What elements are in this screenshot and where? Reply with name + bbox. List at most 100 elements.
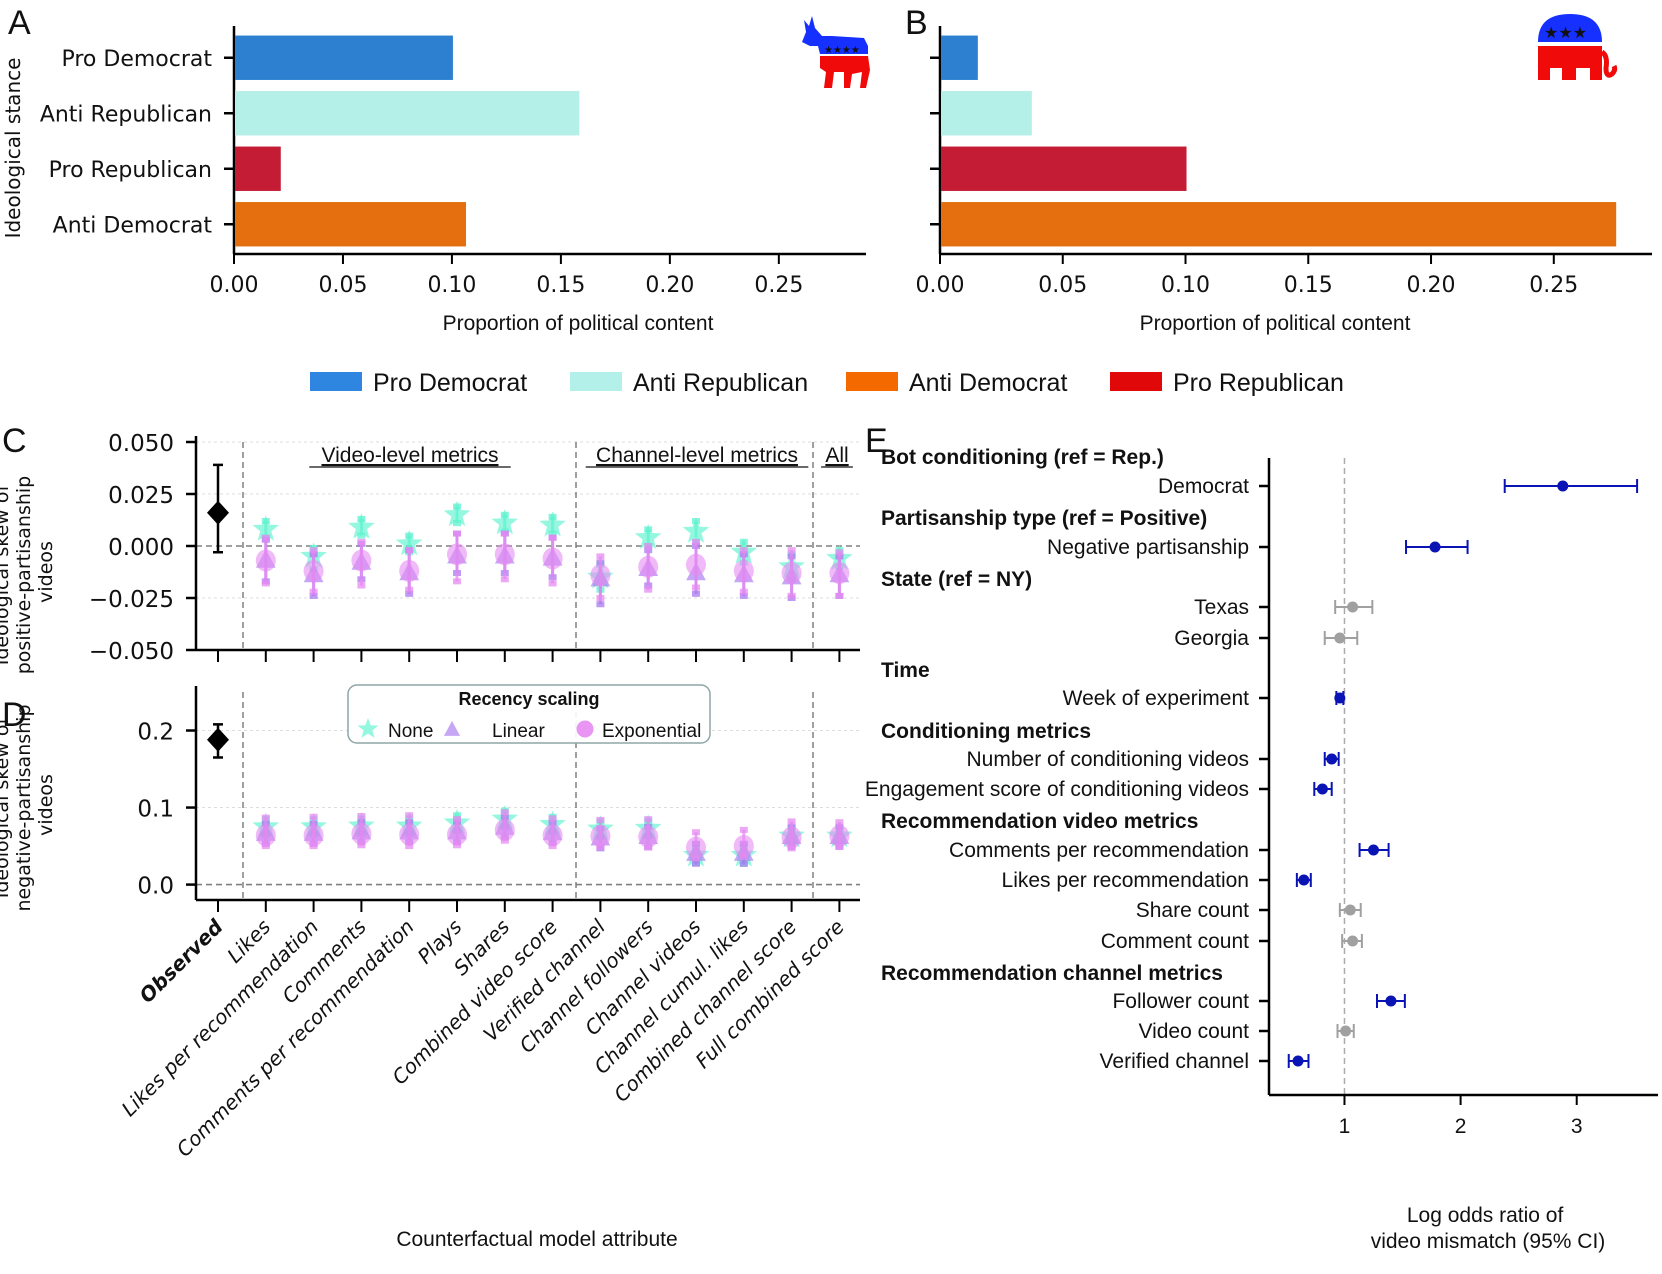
point-exponential: [781, 826, 802, 849]
point-exponential: [781, 562, 802, 585]
errorbar-cap: [357, 532, 366, 539]
bar-anti-republican: [941, 91, 1032, 136]
errorbar-cap: [692, 538, 700, 545]
point-exponential: [447, 823, 467, 846]
panel-a-xlabel: Proportion of political content: [443, 312, 714, 335]
x-tick-label: 0.00: [916, 273, 965, 298]
bar-anti-democrat: [941, 202, 1617, 247]
errorbar-cap: [644, 816, 653, 823]
legend-label-pro-democrat: Pro Democrat: [373, 369, 527, 397]
panel-letter-d: D: [2, 696, 27, 734]
row-label-verified-channel: Verified channel: [1100, 1050, 1249, 1073]
errorbar-cap: [644, 543, 653, 549]
panel-d-ylabel: Ideological skew of negative-partisanshi…: [0, 698, 57, 911]
panel-c-ylabel-line3: videos: [35, 541, 57, 603]
point-exponential: [829, 825, 850, 848]
panel-a-ylabel: Ideological stance: [1, 58, 25, 239]
errorbar-cap: [548, 815, 557, 822]
errorbar-cap: [596, 601, 605, 608]
errorbar-cap: [309, 813, 318, 820]
group-header-recommendation-video-metrics: Recommendation video metrics: [881, 810, 1198, 833]
legend-swatch-pro-republican: [1110, 372, 1162, 391]
errorbar-cap: [405, 586, 414, 593]
point-comment-count: [1347, 935, 1359, 947]
point-video-count: [1340, 1025, 1352, 1037]
bar-anti-democrat: [235, 202, 467, 247]
row-label-week-of-experiment: Week of experiment: [1063, 687, 1250, 710]
errorbar-cap: [357, 842, 366, 849]
legend-label-exponential: Exponential: [602, 721, 701, 742]
errorbar-cap: [739, 860, 748, 867]
shared-legend: Pro Democrat Anti Republican Anti Democrat…: [310, 369, 1344, 397]
errorbar-cap: [453, 530, 461, 537]
legend-label-anti-democrat: Anti Democrat: [909, 369, 1067, 397]
point-exponential: [733, 559, 754, 582]
panel-c: Ideological skew of positive-partisanshi…: [0, 431, 860, 674]
legend-circle-icon: [576, 720, 594, 738]
legend-label-anti-republican: Anti Republican: [633, 369, 808, 397]
bar-pro-democrat: [941, 35, 978, 80]
errorbar-cap: [357, 813, 366, 820]
y-tick-label: 0.0: [137, 874, 174, 900]
y-tick-label: Anti Republican: [40, 102, 212, 127]
x-tick-label-observed: Observed: [134, 914, 228, 1008]
panel-e-xlabel: Log odds ratio of video mismatch (95% CI…: [1371, 1204, 1606, 1253]
row-label-comment-count: Comment count: [1101, 930, 1249, 953]
row-label-engagement-score-of-conditioning-videos: Engagement score of conditioning videos: [865, 778, 1249, 801]
point-exponential: [590, 564, 611, 587]
point-exponential: [399, 823, 420, 846]
errorbar-cap: [405, 812, 414, 819]
x-tick-label: 2: [1455, 1115, 1467, 1138]
republican-elephant-icon: ★★★: [1538, 14, 1618, 80]
y-tick-label: 0.050: [108, 431, 174, 457]
errorbar-cap: [453, 578, 461, 585]
row-label-negative-partisanship: Negative partisanship: [1047, 536, 1249, 559]
row-label-share-count: Share count: [1136, 899, 1249, 922]
errorbar-cap: [357, 538, 366, 545]
point-week-of-experiment: [1334, 692, 1346, 704]
point-exponential: [255, 824, 276, 847]
bar-pro-republican: [235, 146, 281, 191]
panel-d-xlabel: Counterfactual model attribute: [396, 1228, 677, 1251]
errorbar-cap: [835, 592, 844, 599]
point-none: [443, 500, 471, 527]
errorbar-cap: [309, 592, 318, 599]
point-none: [491, 509, 519, 535]
errorbar-cap: [548, 534, 557, 541]
errorbar-cap: [692, 860, 700, 867]
x-tick-label: 0.15: [1284, 273, 1333, 298]
point-democrat: [1557, 480, 1569, 492]
point-none: [634, 523, 662, 549]
errorbar-cap: [835, 549, 844, 556]
y-tick-label: Pro Democrat: [61, 47, 212, 72]
x-tick-label: 0.15: [536, 273, 585, 298]
point-exponential: [542, 824, 563, 847]
legend-star-icon: [357, 718, 379, 738]
panel-d-ylabel-line2: negative-partisanship: [13, 704, 35, 911]
point-share-count: [1344, 904, 1356, 916]
errorbar-cap: [261, 814, 270, 821]
x-tick-label: 0.20: [645, 273, 694, 298]
legend-triangle-icon: [443, 721, 461, 736]
legend-swatch-anti-democrat: [846, 372, 898, 391]
row-label-follower-count: Follower count: [1112, 990, 1249, 1013]
section-label-channel-level-metrics: Channel-level metrics: [596, 444, 798, 467]
errorbar-cap: [596, 816, 605, 823]
democrat-donkey-icon: ★★★★: [802, 16, 870, 88]
errorbar-cap: [692, 584, 700, 591]
y-tick-label: 0.2: [137, 720, 174, 746]
panel-c-ylabel-line1: Ideological skew of: [0, 483, 13, 665]
errorbar-cap: [261, 580, 270, 587]
point-exponential: [638, 555, 659, 578]
point-exponential: [351, 549, 372, 572]
group-header-bot-conditioning-ref-rep: Bot conditioning (ref = Rep.): [881, 446, 1164, 469]
panel-b: Proportion of political content 0.00 0.05…: [916, 14, 1652, 335]
point-follower-count: [1385, 995, 1397, 1007]
legend-title: Recency scaling: [458, 689, 599, 709]
legend-label-linear: Linear: [492, 721, 545, 742]
point-likes-per-recommendation: [1298, 874, 1310, 886]
svg-text:★★★★: ★★★★: [824, 45, 860, 56]
point-none: [252, 515, 280, 541]
panel-d-ylabel-line1: Ideological skew of: [0, 716, 13, 898]
